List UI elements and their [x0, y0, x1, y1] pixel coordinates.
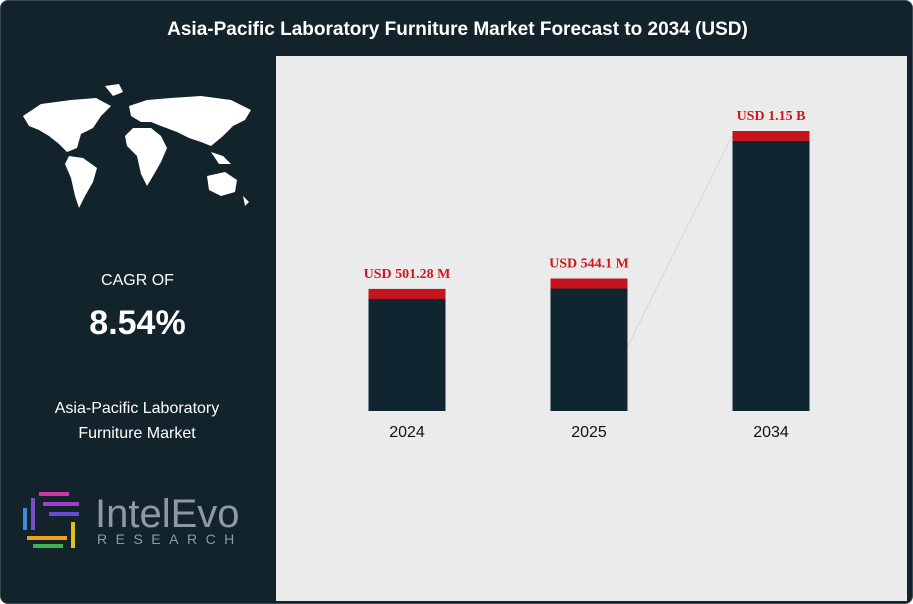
bar [732, 131, 810, 411]
world-map [23, 84, 251, 208]
cagr-label: CAGR OF [101, 272, 174, 289]
x-tick-label: 2025 [571, 424, 607, 441]
cagr-value: 8.54% [89, 304, 186, 342]
data-label: USD 544.1 M [549, 257, 629, 272]
chart-title: Asia-Pacific Laboratory Furniture Market… [167, 19, 748, 40]
bar-cap [368, 288, 446, 299]
trend-line [627, 135, 733, 347]
logo-name: IntelEvo [95, 492, 240, 536]
data-label: USD 1.15 B [737, 109, 806, 124]
market-name: Asia-Pacific Laboratory Furniture Market [54, 400, 220, 442]
x-tick-label: 2034 [753, 424, 789, 441]
bar [368, 288, 446, 411]
logo-icon [23, 492, 79, 548]
x-tick-label: 2024 [389, 424, 425, 441]
side-panel: CAGR OF 8.54% Asia-Pacific Laboratory Fu… [1, 56, 274, 603]
chart: USD 501.28 M 2024 USD 544.1 M 2025 USD 1.15 … [276, 56, 907, 601]
bar [550, 278, 628, 411]
data-label: USD 501.28 M [364, 267, 451, 282]
bar-cap [550, 278, 628, 289]
logo-subtitle: RESEARCH [97, 531, 243, 547]
bar-cap [732, 131, 810, 141]
